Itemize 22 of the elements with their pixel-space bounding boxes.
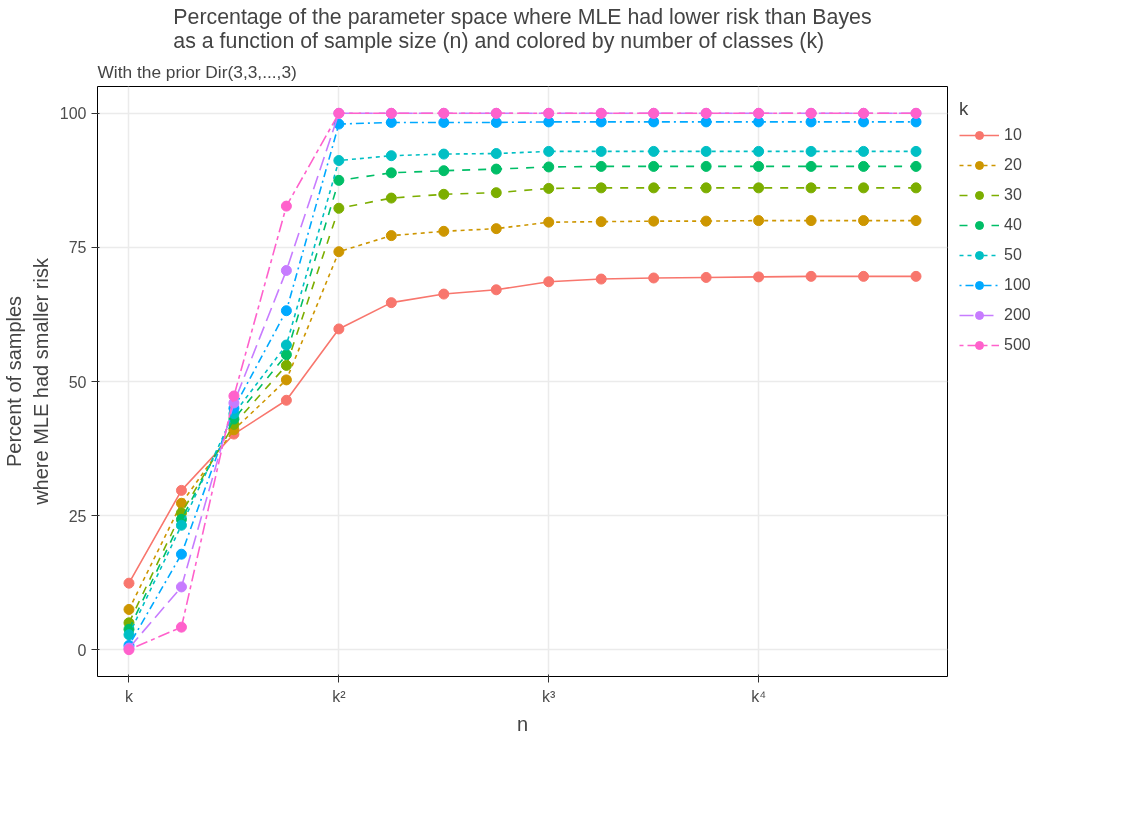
chart-subtitle: With the prior Dir(3,3,...,3) bbox=[97, 61, 297, 82]
x-tick-label: k² bbox=[332, 687, 347, 705]
legend-label: 20 bbox=[1004, 156, 1023, 174]
y-tick-label: 0 bbox=[77, 641, 87, 659]
y-tick-label: 50 bbox=[68, 373, 87, 391]
x-axis-title: n bbox=[516, 712, 529, 735]
y-tick-label: 75 bbox=[68, 239, 87, 257]
legend-label: 50 bbox=[1004, 246, 1023, 264]
legend-label: 500 bbox=[1004, 336, 1031, 354]
legend-label: 200 bbox=[1004, 306, 1031, 324]
legend-title: k bbox=[959, 98, 970, 120]
x-tick-label: k³ bbox=[542, 687, 557, 705]
x-tick-label: k bbox=[124, 687, 134, 705]
x-tick-label: k⁴ bbox=[751, 687, 767, 705]
legend-label: 30 bbox=[1004, 186, 1023, 204]
chart-title: Percentage of the parameter space where MLE had lower risk than Bayes as a function of sample size (n) and colored by number of classes (k) bbox=[173, 4, 872, 53]
legend-label: 10 bbox=[1004, 126, 1023, 144]
legend-label: 100 bbox=[1004, 276, 1031, 294]
y-tick-label: 100 bbox=[59, 105, 87, 123]
y-axis-title: Percent of samples where MLE had smaller risk bbox=[3, 257, 52, 506]
legend-label: 40 bbox=[1004, 216, 1023, 234]
y-tick-label: 25 bbox=[68, 507, 87, 525]
